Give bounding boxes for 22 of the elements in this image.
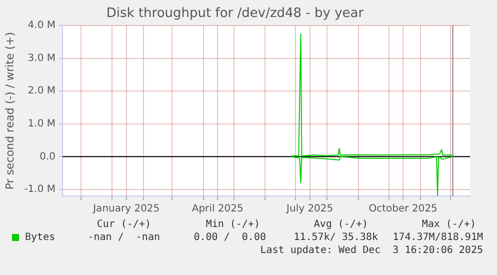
y-tick-label: -1.0 M <box>24 184 56 196</box>
y-tick-label: 0.0 <box>40 151 56 162</box>
legend-label: Bytes <box>25 232 56 243</box>
y-tick-label: 3.0 M <box>28 52 56 64</box>
y-tick-label: 2.0 M <box>28 86 56 97</box>
x-tick-label: January 2025 <box>92 204 160 215</box>
y-axis-title: Pr second read (-) / write (+) <box>3 32 16 190</box>
text: 0.00 / 0.00 <box>194 232 266 244</box>
text: 11.57k/ 35.38k <box>294 232 378 244</box>
y-tick-label: 1.0 M <box>28 118 56 130</box>
x-tick-label: July 2025 <box>286 204 334 215</box>
text: 174.37M/818.91M <box>392 232 483 244</box>
text: Min (-/+) <box>206 219 260 231</box>
x-tick-label: October 2025 <box>368 204 438 215</box>
text: -nan / -nan <box>88 232 160 244</box>
text: Last update: Wed Dec 3 16:20:06 2025 <box>260 245 483 257</box>
text: Cur (-/+) <box>96 219 151 231</box>
text: Avg (-/+) <box>314 219 368 231</box>
chart-title: Disk throughput for /dev/zd48 - by year <box>106 6 364 22</box>
x-tick-label: April 2025 <box>192 204 244 215</box>
y-tick-label: 4.0 M <box>28 20 56 32</box>
text: Max (-/+) <box>422 219 476 231</box>
